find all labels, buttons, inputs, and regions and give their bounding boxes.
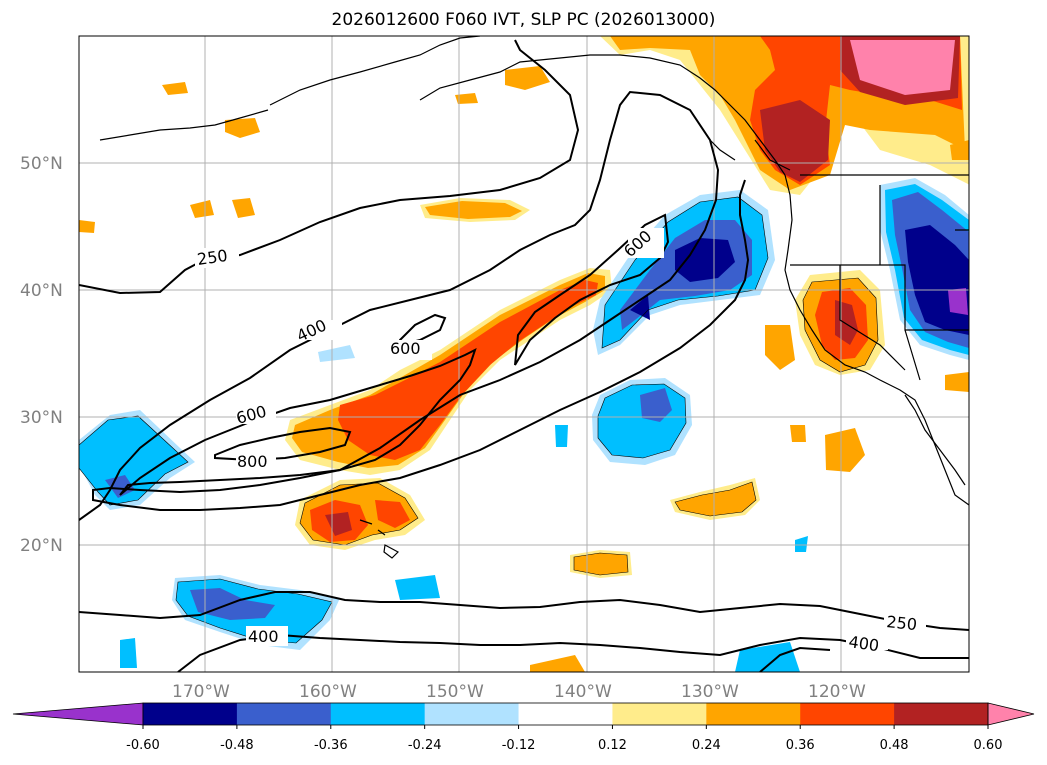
us-west-coast: [784, 174, 969, 506]
fill-orange-n6: [190, 198, 255, 218]
lon-label-170: 170°W: [172, 682, 230, 702]
colorbar-tick-label: 0.48: [880, 738, 909, 753]
fill-orange-s1b: [675, 482, 756, 516]
negative-anomaly-fills: [79, 178, 969, 672]
fill-blue-cp: [640, 388, 672, 422]
coastlines: [99, 36, 969, 559]
fill-pink-nw: [850, 40, 955, 95]
contour-400-south: [177, 633, 969, 672]
fill-cyan-s4: [735, 642, 800, 672]
colorbar-tick-label: -0.12: [502, 738, 536, 753]
contour-label-600-c: 600: [390, 339, 421, 358]
fill-orange-s8: [950, 140, 969, 160]
colorbar-tick-label: -0.36: [314, 738, 348, 753]
plot-frame: [78, 35, 970, 673]
colorbar-tick-label: -0.48: [220, 738, 254, 753]
colorbar: -0.60 -0.48 -0.36 -0.24 -0.12 0.12 0.24 0.36 0.4…: [12, 702, 1035, 753]
fill-cyan-s5: [120, 638, 137, 668]
fill-orange-s7: [945, 372, 969, 392]
colorbar-segment: [143, 703, 238, 725]
lat-label-50: 50°N: [20, 154, 63, 174]
hawaii: [359, 519, 399, 559]
plot-area: 250 400 600 600 600 800 250 400 400: [79, 36, 969, 672]
lat-label-20: 20°N: [20, 536, 63, 556]
colorbar-tick-label: -0.24: [408, 738, 442, 753]
fill-outlines: [79, 196, 879, 644]
colorbar-extend-right: [987, 702, 1035, 726]
lon-label-130: 130°W: [681, 682, 739, 702]
colorbar-tick-label: 0.60: [974, 738, 1003, 753]
lon-label-140: 140°W: [554, 682, 612, 702]
contour-label-400-southeast: 400: [847, 632, 880, 655]
contour-600-b: [514, 213, 670, 366]
latitude-labels: 50°N 40°N 30°N 20°N: [20, 154, 63, 556]
colorbar-frame: [142, 702, 989, 726]
fill-orange-n2: [505, 66, 550, 90]
fill-cyan-wp: [79, 416, 188, 505]
contour-label-400-south: 400: [248, 627, 279, 646]
colorbar-segment: [330, 703, 426, 725]
alaska-coast: [269, 36, 786, 176]
lon-label-160: 160°W: [299, 682, 357, 702]
contour-400-north: [79, 90, 750, 521]
fill-blue-sw: [190, 588, 275, 620]
colorbar-extend-left: [12, 702, 144, 726]
colorbar-ticks: -0.60 -0.48 -0.36 -0.24 -0.12 0.12 0.24 0.36 0.4…: [126, 725, 1002, 753]
contour-400-southeast: [759, 646, 831, 672]
fill-red-ar: [338, 280, 598, 460]
colorbar-segment: [518, 703, 613, 725]
colorbar-tick-label: -0.60: [126, 738, 160, 753]
colorbar-segment: [612, 703, 707, 725]
colorbar-segments: [143, 703, 989, 725]
fill-orange-n5: [455, 93, 478, 104]
colorbar-segment: [424, 703, 520, 725]
contour-label-250-north: 250: [196, 246, 229, 269]
baja-gulf: [904, 394, 966, 486]
colorbar-segment: [236, 703, 332, 725]
colorbar-tick-label: 0.12: [598, 738, 627, 753]
contour-label-800: 800: [237, 452, 268, 471]
fill-blue-wp: [105, 475, 135, 498]
map-title: 2026012600 F060 IVT, SLP PC (2026013000): [331, 10, 716, 30]
fill-purple-ut: [948, 288, 968, 315]
fill-orange-n1b: [425, 201, 522, 219]
colorbar-segment: [800, 703, 895, 725]
colorbar-segment: [706, 703, 801, 725]
contour-250-north: [79, 39, 580, 295]
lon-label-150: 150°W: [426, 682, 484, 702]
colorbar-segment: [894, 703, 989, 725]
fill-orange-s6: [530, 655, 585, 672]
state-borders: [790, 185, 969, 381]
fill-orange-s3: [825, 428, 865, 472]
longitude-labels: 170°W 160°W 150°W 140°W 130°W 120°W: [172, 682, 866, 702]
fill-orange-n4: [162, 82, 188, 95]
lat-label-30: 30°N: [20, 408, 63, 428]
aleutians: [99, 109, 269, 141]
colorbar-tick-label: 0.36: [786, 738, 815, 753]
fill-cyan-s6: [795, 536, 808, 552]
lat-label-40: 40°N: [20, 281, 63, 301]
lon-label-120: 120°W: [808, 682, 866, 702]
contour-label-250-south: 250: [886, 612, 918, 634]
contour-250-south: [79, 591, 969, 631]
fill-orange-s4: [765, 325, 795, 370]
fill-navy-or: [630, 238, 735, 320]
fill-cyan-s1: [395, 575, 440, 600]
fill-orange-s5: [790, 425, 806, 442]
fill-orange-n3: [225, 118, 260, 138]
fill-cyan-s2: [318, 345, 355, 362]
colorbar-tick-label: 0.24: [692, 738, 721, 753]
fill-orange-w1: [79, 220, 95, 233]
graticule: [79, 36, 969, 672]
fill-cyan-s3: [555, 425, 568, 447]
